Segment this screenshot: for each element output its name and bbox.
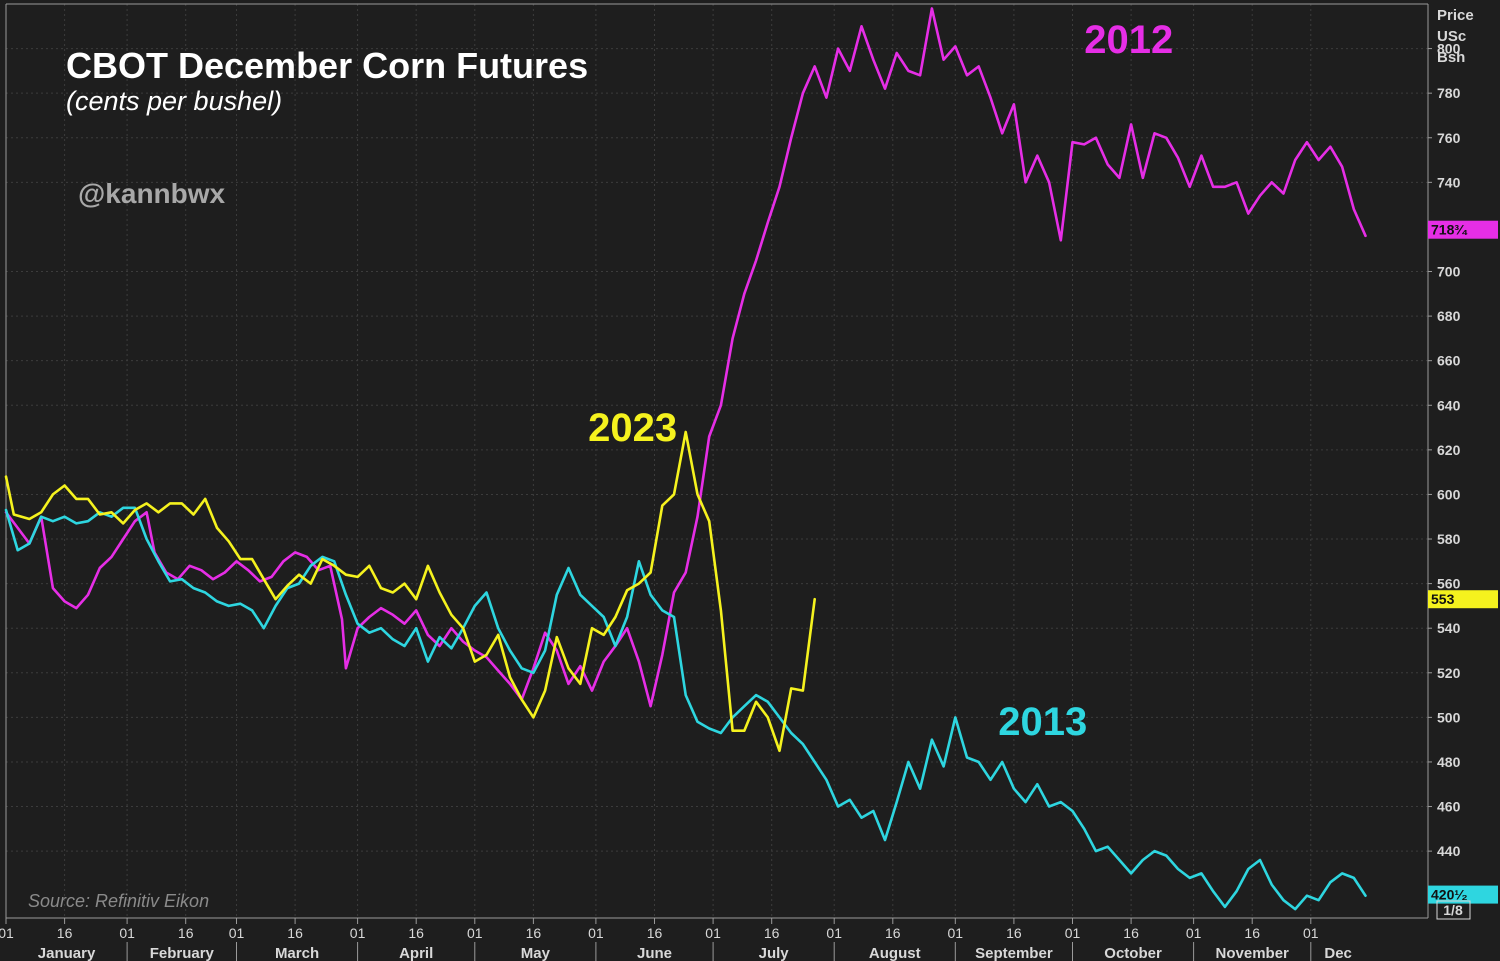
last-value-badge-2012 <box>1428 220 1498 239</box>
series-line-2013 <box>4 506 1367 911</box>
x-tick-label: 01 <box>119 925 135 941</box>
x-tick-label: 01 <box>948 925 964 941</box>
chart-title: CBOT December Corn Futures <box>66 45 588 86</box>
month-label: February <box>150 945 215 961</box>
grid <box>5 4 1428 918</box>
x-tick-label: 16 <box>647 925 663 941</box>
month-label: Dec <box>1324 945 1352 961</box>
series-line-2012 <box>4 7 1367 708</box>
author-handle: @kannbwx <box>78 178 226 209</box>
month-label: June <box>637 945 672 961</box>
x-tick-label: 16 <box>885 925 901 941</box>
y-tick-label: 780 <box>1437 85 1461 101</box>
series-label-2023: 2023 <box>588 406 677 450</box>
month-label: March <box>275 945 319 961</box>
y-tick-label: 640 <box>1437 397 1461 413</box>
last-value-text-2013: 420¹⁄₂ <box>1431 887 1468 903</box>
x-tick-label: 01 <box>1065 925 1081 941</box>
y-tick-label: 700 <box>1437 264 1461 280</box>
y-axis-label-currency: USc <box>1437 28 1466 45</box>
date-badge-box <box>1436 900 1471 920</box>
month-label: November <box>1216 945 1290 961</box>
y-tick-label: 440 <box>1437 843 1461 859</box>
x-tick-label: 01 <box>588 925 604 941</box>
last-value-text-2023: 553 <box>1431 591 1455 607</box>
chart-subtitle: (cents per bushel) <box>66 86 282 116</box>
last-value-text-2012: 718³⁄₄ <box>1431 222 1468 238</box>
month-label: May <box>521 945 551 961</box>
y-tick-label: 540 <box>1437 620 1461 636</box>
month-label: October <box>1104 945 1162 961</box>
axes <box>5 3 1429 919</box>
y-tick-label: 680 <box>1437 308 1461 324</box>
series-label-2013: 2013 <box>998 700 1087 744</box>
x-tick-label: 16 <box>764 925 780 941</box>
x-axis-ticks: 01 16 01 16 01 16 01 16 01 16 01 16 01 16 01 16 01 16 01 16… <box>0 918 1352 961</box>
x-tick-label: 16 <box>526 925 542 941</box>
y-tick-label: 580 <box>1437 531 1461 547</box>
x-tick-label: 16 <box>408 925 424 941</box>
source-note: Source: Refinitiv Eikon <box>28 891 209 911</box>
month-label: July <box>759 945 790 961</box>
y-tick-label: 460 <box>1437 799 1461 815</box>
x-tick-label: 01 <box>705 925 721 941</box>
x-tick-label: 01 <box>1186 925 1202 941</box>
x-tick-label: 01 <box>350 925 366 941</box>
series-labels: 2012 2013 2023 <box>588 18 1173 744</box>
month-label: September <box>975 945 1053 961</box>
x-tick-label: 16 <box>178 925 194 941</box>
x-tick-label: 16 <box>1006 925 1022 941</box>
y-tick-label: 760 <box>1437 130 1461 146</box>
x-tick-label: 16 <box>1123 925 1139 941</box>
series-label-2012: 2012 <box>1084 18 1173 62</box>
last-value-badge-2013 <box>1428 885 1498 904</box>
x-tick-label: 16 <box>287 925 303 941</box>
month-label: April <box>399 945 433 961</box>
x-tick-label: 16 <box>1244 925 1260 941</box>
y-tick-label: 800 <box>1437 41 1461 57</box>
month-label: January <box>38 945 96 961</box>
month-label: August <box>869 945 921 961</box>
series-lines <box>4 7 1367 911</box>
date-badge: 1/8 <box>1436 900 1471 920</box>
x-tick-label: 01 <box>467 925 483 941</box>
y-tick-label: 660 <box>1437 353 1461 369</box>
last-value-badges: 718³⁄₄ 420¹⁄₂ 553 <box>1428 220 1498 904</box>
y-tick-label: 740 <box>1437 174 1461 190</box>
y-axis-label-unit: Bsh <box>1437 49 1465 66</box>
last-value-badge-2023 <box>1428 590 1498 609</box>
x-tick-label: 01 <box>229 925 245 941</box>
y-tick-label: 620 <box>1437 442 1461 458</box>
x-tick-label: 01 <box>1303 925 1319 941</box>
y-tick-label: 600 <box>1437 486 1461 502</box>
y-tick-label: 520 <box>1437 665 1461 681</box>
y-tick-label: 560 <box>1437 576 1461 592</box>
series-line-2023 <box>4 430 816 753</box>
x-tick-label: 01 <box>826 925 842 941</box>
date-badge-text: 1/8 <box>1443 902 1463 918</box>
y-axis-ticks: 440 460 480 500 520 540 560 580 600 620 640 660 680 7… <box>1428 41 1461 859</box>
x-tick-label: 01 <box>0 925 14 941</box>
y-tick-label: 480 <box>1437 754 1461 770</box>
y-axis-label-price: Price <box>1437 7 1474 24</box>
y-tick-label: 500 <box>1437 709 1461 725</box>
x-tick-label: 16 <box>57 925 73 941</box>
